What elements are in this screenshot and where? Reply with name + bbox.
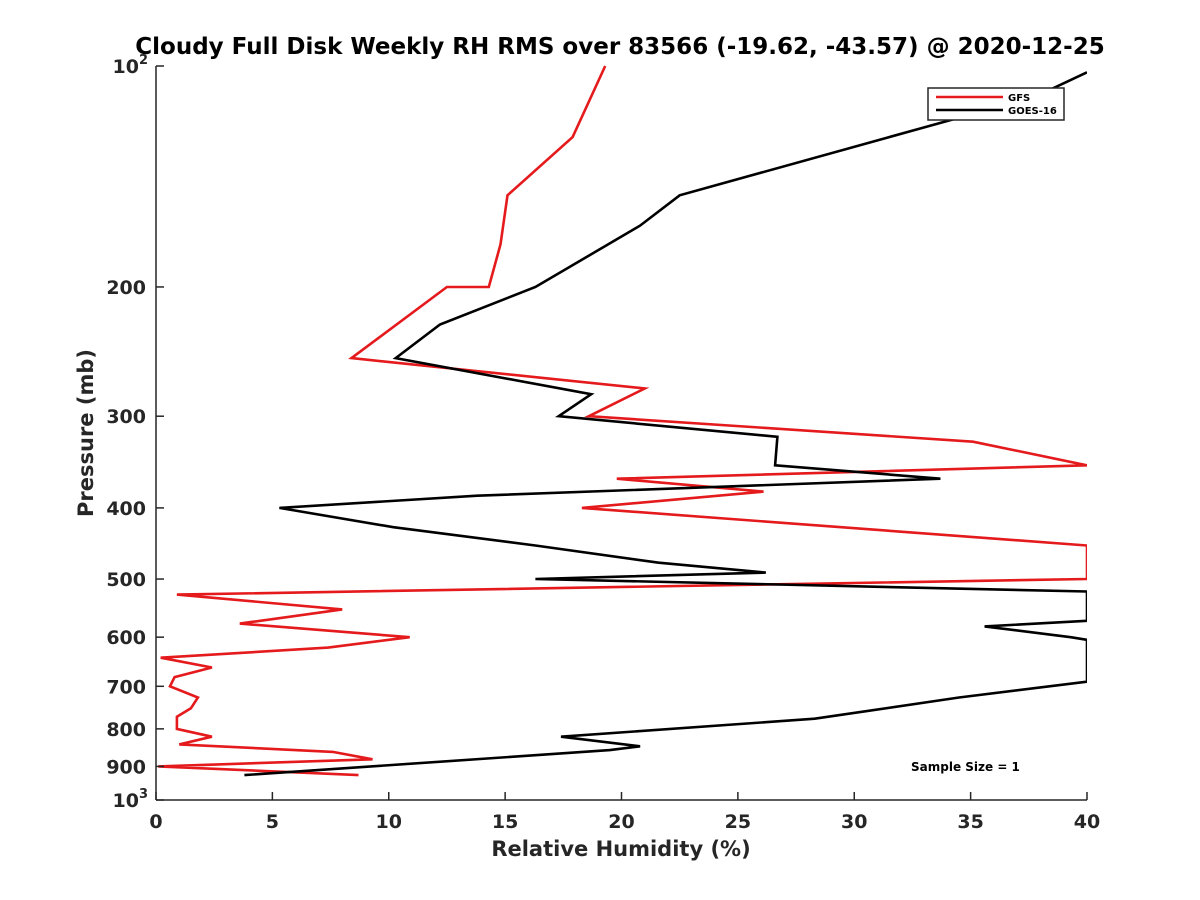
y-tick-label: 800 <box>106 719 146 741</box>
x-tick-label: 40 <box>1074 811 1100 833</box>
legend-label-gfs: GFS <box>1008 93 1030 104</box>
legend-box <box>927 87 1065 121</box>
x-ticks: 0 5 10 15 20 25 30 35 40 <box>149 792 1100 833</box>
x-tick-label: 0 <box>149 811 162 833</box>
x-tick-label: 35 <box>957 811 983 833</box>
sample-size-annotation: Sample Size = 1 <box>911 760 1020 774</box>
y-tick-label: 103 <box>113 787 149 812</box>
x-tick-label: 20 <box>608 811 634 833</box>
y-tick-label: 700 <box>106 676 146 698</box>
series-group <box>158 65 1087 777</box>
y-tick-label: 900 <box>106 756 146 778</box>
y-ticks: 102 200 300 400 500 600 700 800 900 103 <box>106 53 164 812</box>
plot-area: 0 5 10 15 20 25 30 35 40 102 200 300 400 500 600 700 80… <box>106 53 1100 833</box>
series-line-goes-16 <box>244 71 1087 777</box>
y-tick-label: 300 <box>106 406 146 428</box>
y-tick-label: 102 <box>113 53 149 78</box>
legend-entries: GFS GOES-16 <box>936 93 1057 117</box>
chart-title: Cloudy Full Disk Weekly RH RMS over 8356… <box>135 34 1104 60</box>
x-tick-label: 15 <box>492 811 518 833</box>
x-tick-label: 5 <box>266 811 279 833</box>
x-tick-label: 10 <box>376 811 402 833</box>
legend: GFS GOES-16 <box>927 87 1065 121</box>
y-tick-label: 600 <box>106 627 146 649</box>
x-axis-label: Relative Humidity (%) <box>491 837 750 861</box>
y-tick-label: 500 <box>106 569 146 591</box>
y-tick-label: 200 <box>106 277 146 299</box>
series-line-gfs <box>158 65 1087 777</box>
y-axis-label: Pressure (mb) <box>74 349 98 517</box>
legend-label-goes-16: GOES-16 <box>1008 106 1057 117</box>
y-tick-label: 400 <box>106 498 146 520</box>
x-tick-label: 25 <box>725 811 751 833</box>
x-tick-label: 30 <box>841 811 867 833</box>
